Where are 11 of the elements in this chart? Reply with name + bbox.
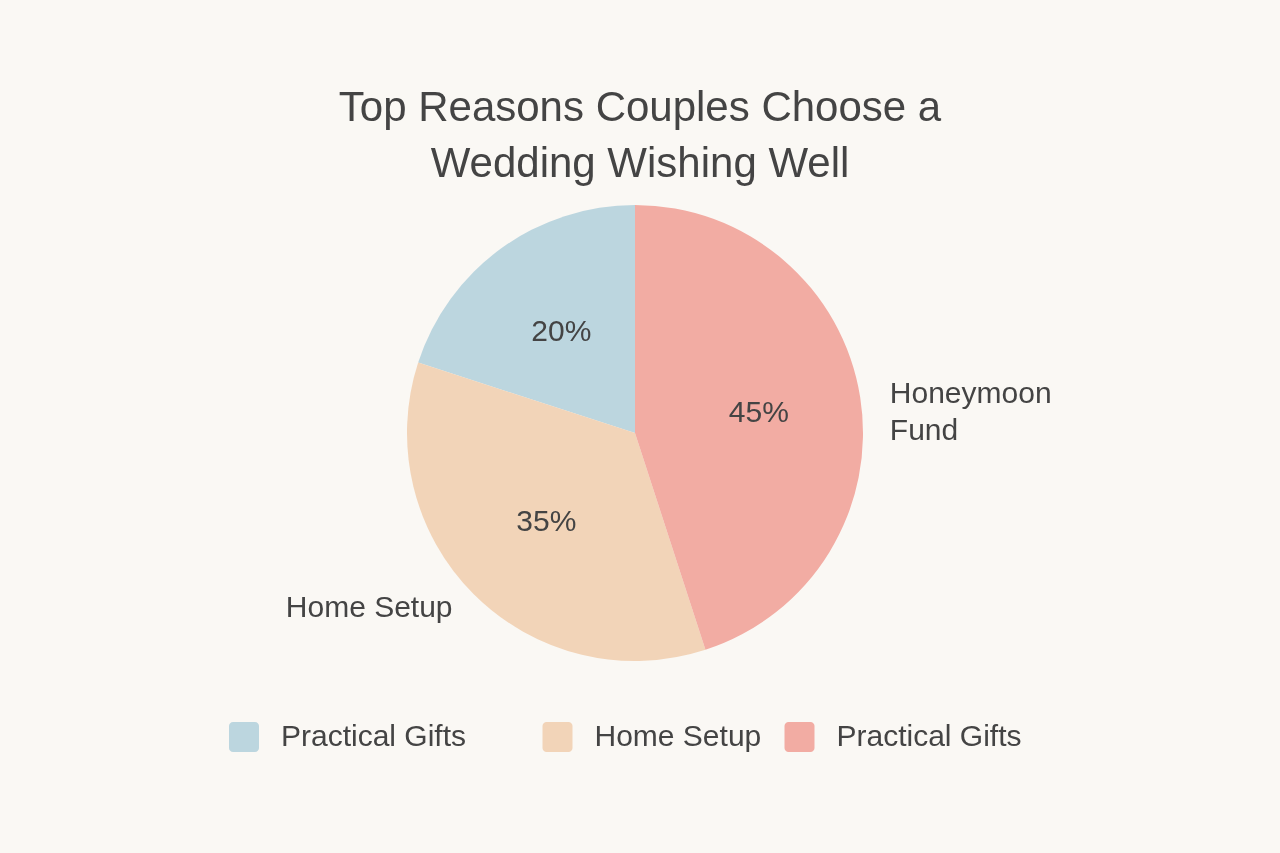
chart-title: Top Reasons Couples Choose a Wedding Wishing Well — [338, 83, 942, 186]
legend-label: Home Setup — [594, 719, 762, 752]
text: Home Setup — [285, 590, 453, 624]
legend-label: Practical Gifts — [281, 719, 467, 752]
data-label: 20% — [531, 313, 592, 347]
data-label: 45% — [728, 395, 789, 429]
pie-slice — [418, 205, 635, 433]
legend-label: Practical Gifts — [836, 719, 1022, 752]
pie-slice — [635, 205, 863, 650]
text: Honeymoon Fund — [889, 376, 1052, 447]
data-label: 35% — [516, 503, 577, 537]
